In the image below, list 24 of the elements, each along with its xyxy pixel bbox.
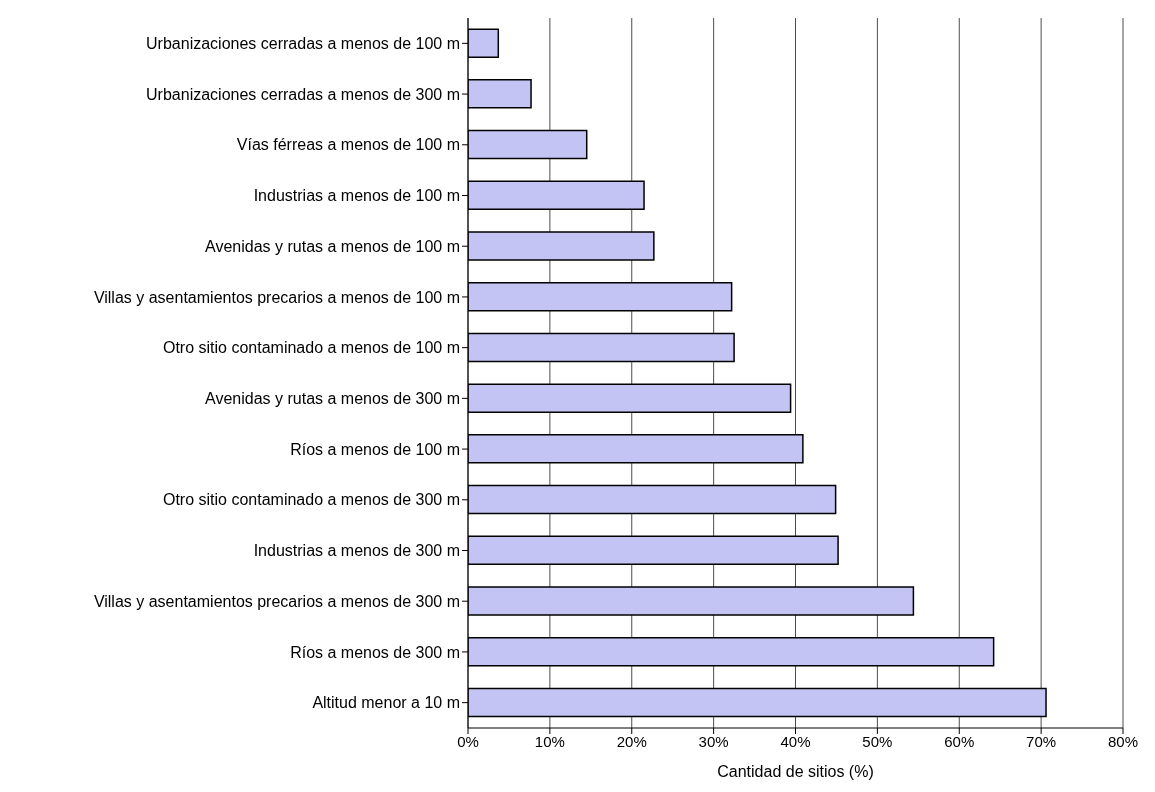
x-tick-label: 30% (698, 732, 729, 750)
y-tick-label: Ríos a menos de 300 m (290, 643, 460, 661)
y-tick-label: Otro sitio contaminado a menos de 100 m (162, 339, 460, 357)
y-tick-label: Avenidas y rutas a menos de 300 m (205, 390, 460, 408)
x-tick-label: 60% (944, 732, 975, 750)
y-tick-label: Urbanizaciones cerradas a menos de 100 m (146, 35, 460, 53)
y-tick-label: Villas y asentamientos precarios a menos de 300 m (93, 592, 460, 610)
y-tick-label: Villas y asentamientos precarios a menos de 100 m (93, 288, 460, 306)
x-tick-label: 10% (534, 732, 565, 750)
y-tick-label: Industrias a menos de 300 m (253, 542, 460, 560)
y-tick-label: Ríos a menos de 100 m (290, 440, 460, 458)
x-axis-title: Cantidad de sitios (%) (717, 763, 874, 781)
x-tick-label: 70% (1026, 732, 1057, 750)
y-tick-label: Vías férreas a menos de 100 m (236, 136, 460, 154)
x-tick-label: 80% (1107, 732, 1139, 750)
x-tick-label: 40% (780, 732, 811, 750)
y-tick-label: Industrias a menos de 100 m (253, 187, 460, 205)
y-tick-label: Urbanizaciones cerradas a menos de 300 m (146, 85, 460, 103)
x-tick-label: 0% (457, 732, 479, 750)
x-tick-label: 20% (616, 732, 647, 750)
y-tick-label: Otro sitio contaminado a menos de 300 m (162, 491, 460, 509)
x-tick-label: 50% (862, 732, 893, 750)
y-tick-label: Altitud menor a 10 m (312, 694, 460, 712)
y-tick-label: Avenidas y rutas a menos de 100 m (205, 237, 460, 255)
